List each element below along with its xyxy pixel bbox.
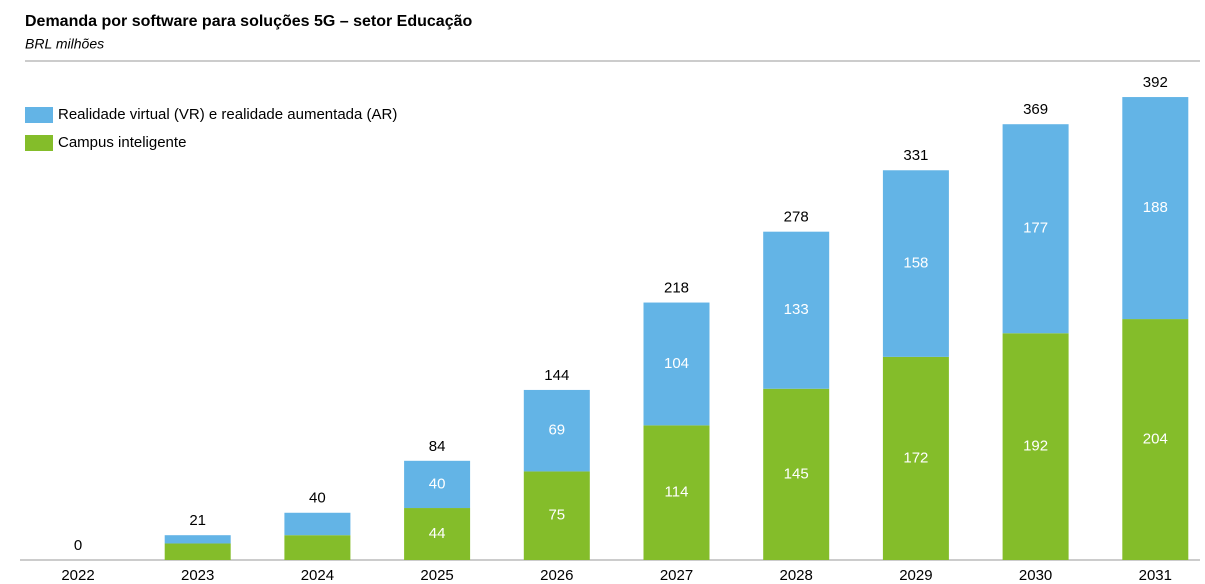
legend-label: Campus inteligente xyxy=(58,134,186,151)
bar-segment xyxy=(882,170,949,357)
legend-swatch xyxy=(25,135,53,151)
segment-label: 75 xyxy=(548,507,565,524)
total-label: 144 xyxy=(544,367,569,384)
bar-segment xyxy=(523,471,590,560)
bar-segment xyxy=(1122,97,1189,320)
segment-label: 104 xyxy=(664,355,689,372)
segment-label: 188 xyxy=(1143,199,1168,216)
total-label: 0 xyxy=(74,537,82,554)
bar-segment xyxy=(284,512,351,536)
x-tick-label: 2026 xyxy=(540,567,573,584)
total-label: 278 xyxy=(784,209,809,226)
bar-segment xyxy=(523,389,590,472)
bar-segment xyxy=(643,425,710,560)
x-tick-label: 2028 xyxy=(780,567,813,584)
chart-subtitle: BRL milhões xyxy=(25,36,104,52)
total-label: 392 xyxy=(1143,74,1168,91)
x-tick-label: 2023 xyxy=(181,567,214,584)
segment-label: 133 xyxy=(784,301,809,318)
segment-label: 204 xyxy=(1143,431,1168,448)
x-tick-label: 2029 xyxy=(899,567,932,584)
total-label: 40 xyxy=(309,490,326,507)
bar-segment xyxy=(1122,319,1189,560)
total-label: 218 xyxy=(664,280,689,297)
bar-segment xyxy=(763,231,830,389)
segment-label: 192 xyxy=(1023,438,1048,455)
chart-title: Demanda por software para soluções 5G – … xyxy=(25,13,472,30)
bar-segment xyxy=(404,508,471,560)
bar-segment xyxy=(164,535,231,544)
legend-swatch xyxy=(25,107,53,123)
segment-label: 145 xyxy=(784,465,809,482)
x-tick-label: 2025 xyxy=(420,567,453,584)
segment-label: 40 xyxy=(429,475,446,492)
total-label: 331 xyxy=(903,147,928,164)
bar-segment xyxy=(164,543,231,560)
x-tick-label: 2027 xyxy=(660,567,693,584)
total-label: 84 xyxy=(429,438,446,455)
segment-label: 172 xyxy=(903,449,928,466)
segment-label: 114 xyxy=(665,484,689,501)
x-tick-label: 2030 xyxy=(1019,567,1052,584)
bar-segment xyxy=(1002,124,1069,334)
segment-label: 69 xyxy=(548,422,565,439)
segment-label: 158 xyxy=(903,255,928,272)
segment-label: 177 xyxy=(1023,220,1048,237)
segment-label: 44 xyxy=(429,525,446,542)
x-tick-label: 2022 xyxy=(61,567,94,584)
bar-segment xyxy=(882,356,949,560)
x-tick-label: 2031 xyxy=(1139,567,1172,584)
total-label: 369 xyxy=(1023,101,1048,118)
bar-segment xyxy=(284,535,351,560)
bar-segment xyxy=(1002,333,1069,560)
total-label: 21 xyxy=(189,512,206,529)
bar-segment xyxy=(643,302,710,426)
legend-label: Realidade virtual (VR) e realidade aumen… xyxy=(58,106,397,123)
bar-segment xyxy=(763,388,830,560)
bar-segment xyxy=(404,460,471,509)
x-tick-label: 2024 xyxy=(301,567,334,584)
